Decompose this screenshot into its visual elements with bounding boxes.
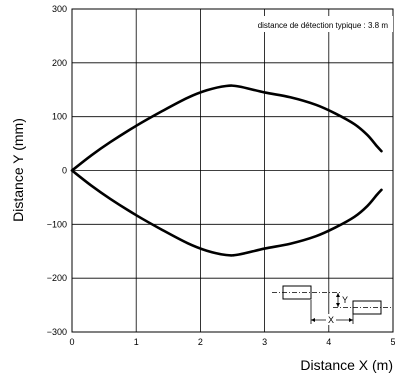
diagram-y-arrow-up <box>336 293 340 297</box>
y-tick-label: 0 <box>62 166 67 176</box>
y-tick-labels: 300 200 100 0 −100 −200 −300 <box>47 4 67 337</box>
grid-lines <box>72 9 393 332</box>
diagram-x-label-bg <box>326 314 336 325</box>
x-tick-label: 0 <box>69 337 74 347</box>
x-tick-label: 5 <box>390 337 395 347</box>
diagram-x-arrow-right <box>349 318 353 322</box>
y-tick-label: −100 <box>47 219 67 229</box>
plot-frame <box>71 8 394 333</box>
y-axis-title: Distance Y (mm) <box>10 118 26 222</box>
y-tick-label: 300 <box>52 4 67 14</box>
annotation-text: distance de détection typique : 3.8 m <box>258 21 389 30</box>
x-tick-label: 3 <box>262 337 267 347</box>
y-tick-label: −300 <box>47 327 67 337</box>
diagram-y-label: Y <box>342 295 348 305</box>
x-tick-labels: 0 1 2 3 4 5 <box>69 337 395 347</box>
series-line-upper <box>70 84 383 172</box>
measurement-diagram: Y X <box>272 285 392 325</box>
series-line-lower <box>70 169 383 257</box>
diagram-x-arrow-left <box>311 318 315 322</box>
x-tick-label: 4 <box>326 337 331 347</box>
diagram-y-arrow-down <box>336 303 340 307</box>
x-tick-label: 2 <box>198 337 203 347</box>
series-group <box>70 84 383 257</box>
y-tick-label: 100 <box>52 112 67 122</box>
diagram-x-label: X <box>328 315 334 325</box>
x-tick-label: 1 <box>134 337 139 347</box>
y-tick-label: 200 <box>52 58 67 68</box>
x-axis-title: Distance X (m) <box>300 357 393 373</box>
annotation-box <box>212 16 393 32</box>
y-tick-label: −200 <box>47 273 67 283</box>
